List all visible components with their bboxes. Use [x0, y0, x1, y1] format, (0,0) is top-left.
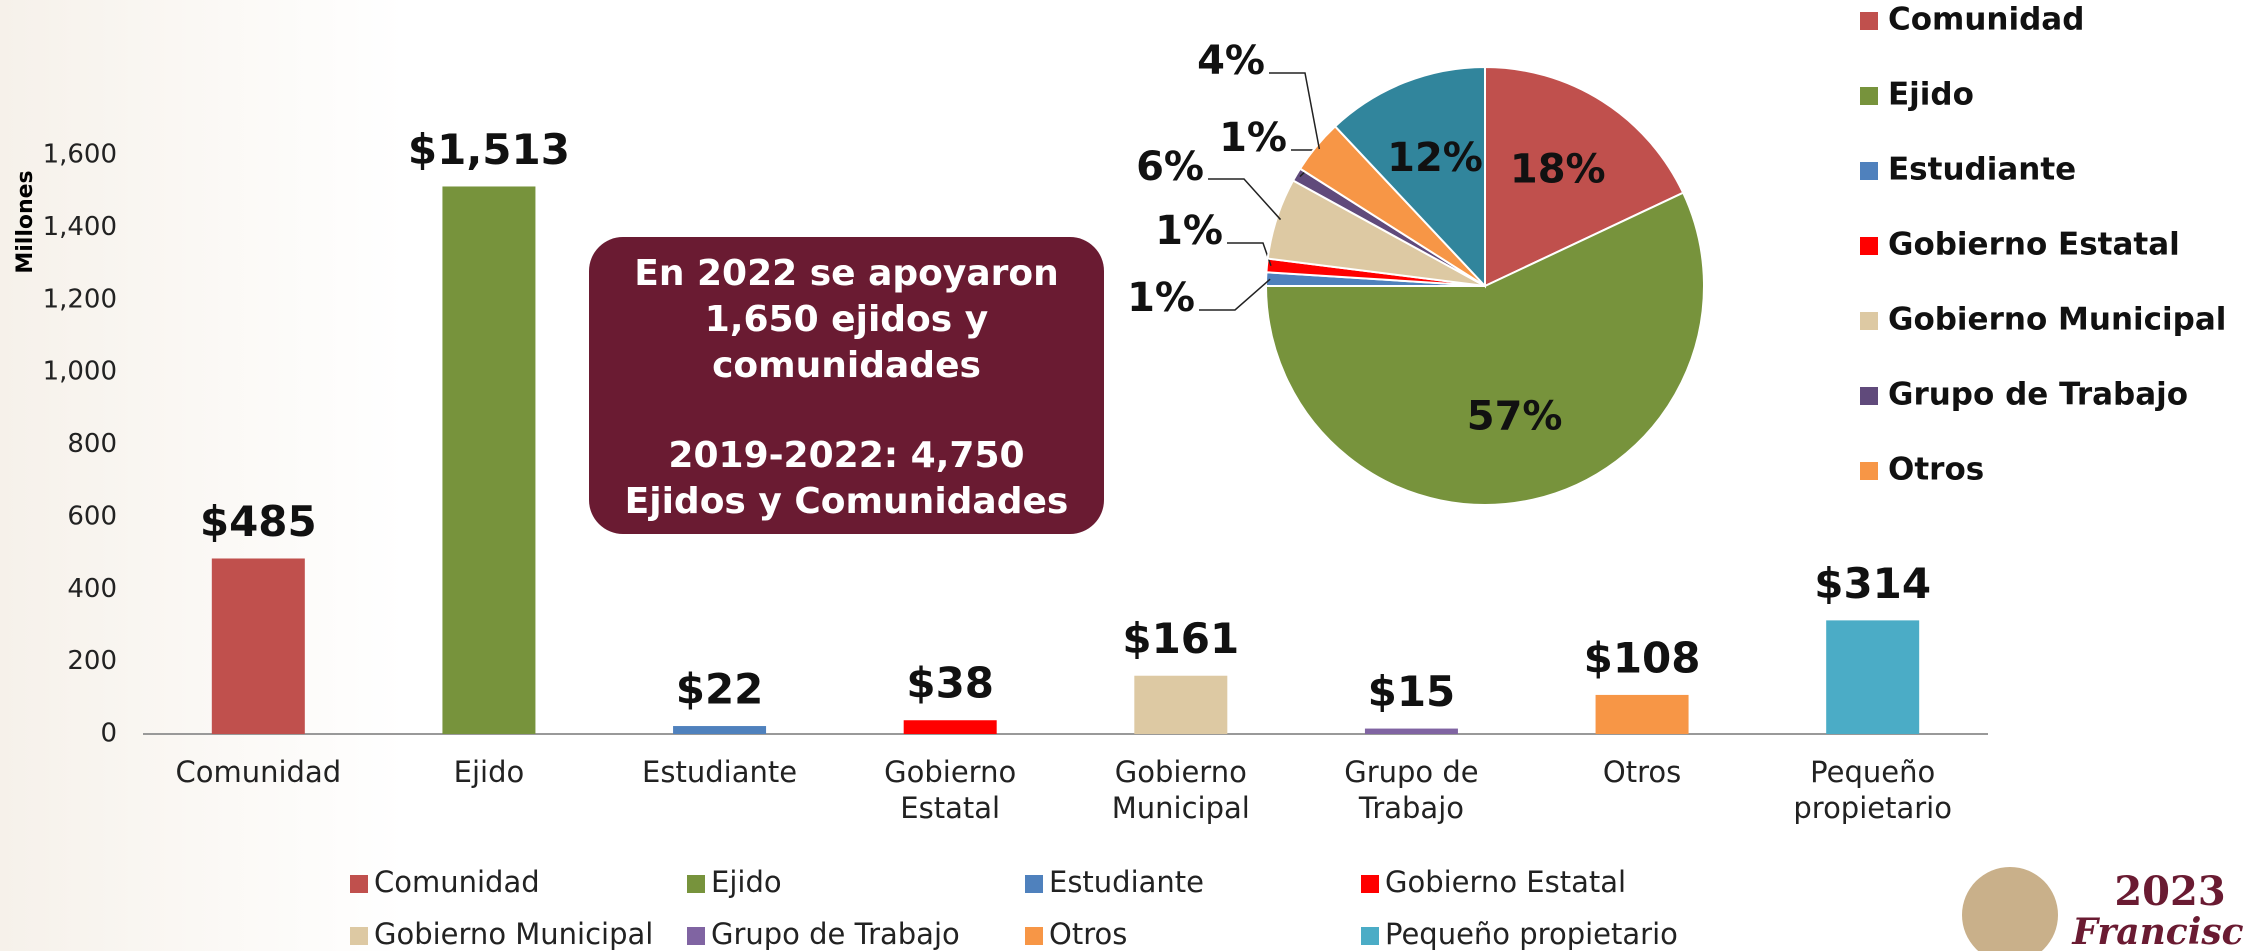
pie-label: 1%: [1219, 115, 1287, 161]
bar: [1134, 675, 1228, 734]
y-tick-label: 0: [100, 719, 117, 749]
pie-slice: [1484, 65, 1685, 288]
value-label: $314: [1814, 559, 1931, 608]
legend-label: Otros: [1049, 917, 1127, 951]
bar: [673, 726, 767, 734]
pie-label: 1%: [1127, 275, 1195, 321]
legend-swatch: [1860, 12, 1878, 30]
legend-label: Grupo de Trabajo: [1888, 377, 2188, 413]
y-tick-label: 1,400: [43, 212, 117, 242]
legend-swatch: [1361, 875, 1379, 893]
bar: [1595, 694, 1689, 734]
pie-label: 57%: [1467, 394, 1563, 440]
value-label: $22: [676, 665, 764, 714]
y-tick-label: 1,000: [43, 357, 117, 387]
x-tick-label: Gobierno Municipal: [1111, 755, 1250, 825]
pie-label: 18%: [1510, 146, 1606, 192]
bar: [442, 186, 536, 734]
annotation-text: 2019-2022: 4,750 Ejidos y Comunidades: [624, 435, 1069, 522]
leader-line: [1227, 242, 1272, 267]
bar: [211, 558, 305, 734]
logo: 2023 Francisco: [1962, 867, 2243, 951]
leader-line: [1269, 72, 1321, 150]
legend-label: Comunidad: [1888, 2, 2084, 38]
pie-label: 4%: [1197, 38, 1265, 84]
pie-slice: [1264, 191, 1705, 506]
legend-label: Estudiante: [1049, 865, 1204, 899]
leader-line: [1208, 178, 1282, 221]
logo-emblem: [1962, 867, 2058, 951]
legend-swatch: [687, 875, 705, 893]
y-tick-label: 200: [67, 646, 117, 676]
legend-swatch: [1860, 87, 1878, 105]
y-tick-label: 600: [67, 501, 117, 531]
legend-label: Pequeño propietario: [1385, 917, 1678, 951]
x-tick-label: Pequeño propietario: [1793, 755, 1952, 825]
y-tick-label: 1,200: [43, 284, 117, 314]
pie-label: 12%: [1387, 135, 1483, 181]
logo-name: Francisco: [2071, 911, 2243, 951]
value-label: $38: [906, 659, 994, 708]
legend-swatch: [1860, 462, 1878, 480]
legend-label: Comunidad: [374, 865, 540, 899]
bar: [1364, 728, 1458, 734]
pie-label: 1%: [1155, 208, 1223, 254]
legend-label: Ejido: [711, 865, 782, 899]
x-tick-label: Comunidad: [175, 755, 342, 789]
value-label: $15: [1368, 667, 1456, 716]
legend-swatch: [1860, 162, 1878, 180]
legend-swatch: [1860, 312, 1878, 330]
value-label: $108: [1584, 633, 1701, 682]
legend-label: Ejido: [1888, 77, 1974, 113]
legend-swatch: [350, 927, 368, 945]
x-tick-label: Estudiante: [642, 755, 798, 789]
legend-swatch: [1361, 927, 1379, 945]
legend-label: Gobierno Municipal: [374, 917, 653, 951]
x-tick-label: Ejido: [453, 755, 525, 789]
x-tick-label: Otros: [1602, 755, 1682, 789]
pie-slice: [1333, 65, 1486, 289]
legend-label: Estudiante: [1888, 152, 2076, 188]
legend-label: Otros: [1888, 452, 1984, 488]
y-tick-label: 1,600: [43, 140, 117, 170]
bar: [1826, 620, 1920, 734]
bar: [903, 720, 997, 734]
y-axis-label: Millones: [13, 170, 38, 273]
value-label: $161: [1122, 614, 1239, 663]
x-tick-label: Grupo de Trabajo: [1344, 755, 1479, 825]
legend-swatch: [687, 927, 705, 945]
legend-label: Gobierno Estatal: [1888, 227, 2180, 263]
annotation-text: En 2022 se apoyaron 1,650 ejidos y comun…: [634, 253, 1059, 386]
x-tick-label: Gobierno Estatal: [884, 755, 1017, 825]
legend-swatch: [1025, 927, 1043, 945]
y-tick-label: 800: [67, 429, 117, 459]
value-label: $485: [200, 497, 317, 546]
logo-year: 2023: [2114, 868, 2225, 915]
y-tick-label: 400: [67, 574, 117, 604]
value-label: $1,513: [408, 125, 570, 174]
legend-swatch: [350, 875, 368, 893]
leader-line: [1199, 278, 1271, 311]
pie-label: 6%: [1136, 144, 1204, 190]
legend-label: Grupo de Trabajo: [711, 917, 960, 951]
legend-swatch: [1860, 237, 1878, 255]
legend-label: Gobierno Estatal: [1385, 865, 1626, 899]
legend-label: Gobierno Municipal: [1888, 302, 2226, 338]
legend-swatch: [1860, 387, 1878, 405]
legend-swatch: [1025, 875, 1043, 893]
annotation-box: En 2022 se apoyaron 1,650 ejidos y comun…: [589, 237, 1104, 534]
